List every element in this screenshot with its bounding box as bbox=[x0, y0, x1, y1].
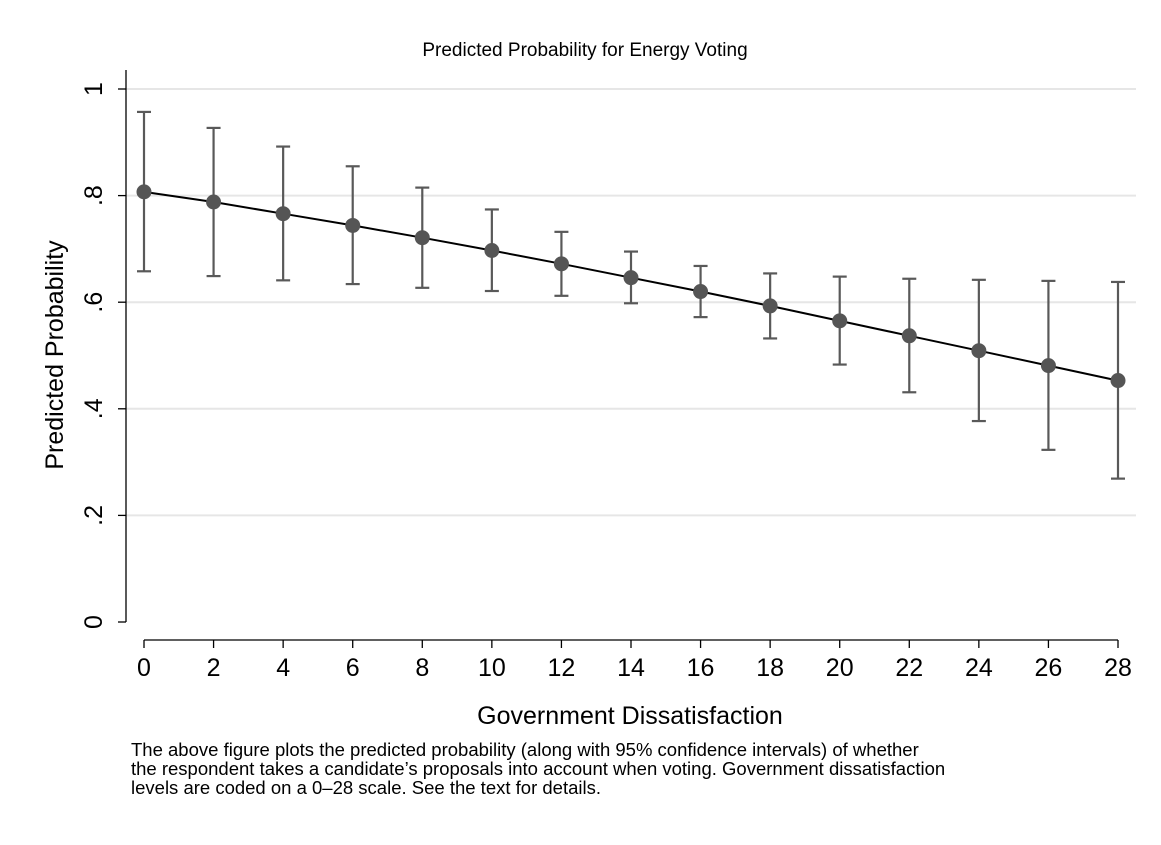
data-point bbox=[832, 313, 848, 329]
figure-note-line: levels are coded on a 0–28 scale. See th… bbox=[131, 777, 601, 798]
data-point bbox=[206, 194, 222, 210]
data-point bbox=[693, 284, 709, 300]
x-ticks: 0 2 4 6 8 10 12 14 16 18 20 22 24 26 28 bbox=[137, 640, 1132, 682]
data-point bbox=[553, 256, 569, 272]
y-tick-label: .4 bbox=[80, 398, 108, 419]
x-tick-label: 0 bbox=[137, 654, 151, 682]
x-tick-label: 12 bbox=[548, 654, 576, 682]
x-tick-label: 28 bbox=[1104, 654, 1132, 682]
x-tick-label: 20 bbox=[826, 654, 854, 682]
data-point bbox=[136, 184, 152, 200]
data-point bbox=[971, 343, 987, 359]
prediction-points bbox=[136, 184, 1126, 389]
figure-note-line: The above figure plots the predicted pro… bbox=[131, 739, 919, 760]
y-tick-label: 1 bbox=[80, 82, 108, 96]
figure-note-line: the respondent takes a candidate’s propo… bbox=[131, 758, 946, 779]
data-point bbox=[275, 206, 291, 222]
data-point bbox=[1040, 358, 1056, 374]
x-tick-label: 6 bbox=[346, 654, 360, 682]
x-tick-label: 14 bbox=[617, 654, 645, 682]
chart-title: Predicted Probability for Energy Voting bbox=[422, 40, 747, 61]
x-tick-label: 22 bbox=[895, 654, 923, 682]
figure-note: The above figure plots the predicted pro… bbox=[131, 740, 1156, 797]
y-tick-label: .8 bbox=[80, 185, 108, 206]
x-tick-label: 2 bbox=[207, 654, 221, 682]
x-tick-label: 16 bbox=[687, 654, 715, 682]
data-point bbox=[623, 270, 639, 286]
x-tick-label: 8 bbox=[415, 654, 429, 682]
y-axis-title: Predicted Probability bbox=[41, 240, 69, 470]
data-point bbox=[901, 328, 917, 344]
data-point bbox=[414, 230, 430, 246]
y-tick-label: 0 bbox=[80, 615, 108, 629]
y-ticks: 0 .2 .4 .6 .8 1 bbox=[80, 82, 126, 629]
data-point bbox=[1110, 373, 1126, 389]
x-tick-label: 4 bbox=[276, 654, 290, 682]
x-tick-label: 26 bbox=[1035, 654, 1063, 682]
x-axis-title: Government Dissatisfaction bbox=[477, 702, 783, 730]
x-tick-label: 10 bbox=[478, 654, 506, 682]
data-point bbox=[484, 242, 500, 258]
data-point bbox=[762, 298, 778, 314]
y-tick-label: .2 bbox=[80, 505, 108, 526]
x-tick-label: 18 bbox=[756, 654, 784, 682]
data-point bbox=[345, 217, 361, 233]
x-tick-label: 24 bbox=[965, 654, 993, 682]
y-tick-label: .6 bbox=[80, 292, 108, 313]
